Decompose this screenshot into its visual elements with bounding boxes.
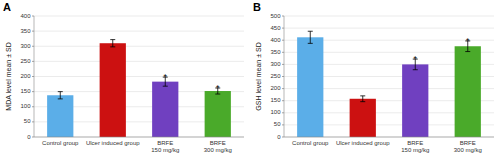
tick-label: 0 [277,134,281,140]
category-label: BRFE150 mg/kg [151,140,179,153]
tick-label: 300 [20,43,31,49]
error-bar [308,31,313,43]
category-label: Control group [292,140,329,146]
grid-line [284,16,494,17]
error-bar-cap [360,95,365,96]
category-label: Ulcer induced group [86,140,140,146]
error-bar-cap [110,39,115,40]
error-bar-cap [215,94,220,95]
annotation: * [466,36,470,46]
y-axis-line [34,16,35,137]
bar [350,99,376,137]
error-bar-cap [58,91,63,92]
x-axis-line [284,137,494,138]
bar [297,37,323,137]
bar [455,46,481,137]
tick-label: 400 [270,37,281,43]
tick-label: 500 [270,13,281,19]
category-label-line: BRFE [407,140,423,146]
panel-title: A [3,1,11,13]
plot-area [284,16,494,137]
category-label-line: Ulcer induced group [86,140,140,146]
tick-label: 350 [270,49,281,55]
tick-label: 100 [20,103,31,109]
error-bar-cap [58,98,63,99]
tick-label: 100 [270,109,281,115]
error-bar-cap [110,46,115,47]
error-bar-cap [163,86,168,87]
category-label-line: Control group [42,140,79,146]
chart-figure: 0 50 100 150 200 250 300 350 400 * * Control group U… [0,0,500,159]
error-bar [110,40,115,47]
category-label-line: 150 mg/kg [401,147,429,153]
error-bar-stem [60,92,61,99]
category-label-line: 300 mg/kg [204,147,232,153]
panel: 0 50 100 150 200 250 300 350 400 * * Control group U… [3,1,244,153]
category-label-line: BRFE [210,140,226,146]
tick-label: 400 [20,13,31,19]
grid-line [284,28,494,29]
category-label: BRFE300 mg/kg [204,140,232,153]
annotation: * [163,72,167,82]
category-label: BRFE150 mg/kg [401,140,429,153]
data-group [47,40,231,137]
error-bar-cap [413,69,418,70]
tick-label: 150 [270,97,281,103]
category-label-line: Control group [292,140,329,146]
tick-label: 200 [270,85,281,91]
y-axis-label: GSH level mean ± SD [255,42,262,110]
panel: 0 50 100 150 200 250 300 350 400 450 500 * * Control … [253,1,494,153]
tick-label: 150 [20,88,31,94]
y-axis-line [284,16,285,137]
category-label-line: Ulcer induced group [336,140,390,146]
tick-label: 450 [270,25,281,31]
panel-title: B [253,1,261,13]
grid-line [34,76,244,77]
error-bar [58,92,63,99]
tick-label: 250 [270,73,281,79]
category-label-line: BRFE [460,140,476,146]
category-label-line: 150 mg/kg [151,147,179,153]
tick-label: 300 [270,61,281,67]
plot-area [34,16,244,137]
error-bar-cap [360,101,365,102]
grid-line [34,31,244,32]
error-bar-cap [465,51,470,52]
tick-label: 250 [20,58,31,64]
tick-label: 350 [20,28,31,34]
y-axis-label: MDA level mean ± SD [5,42,12,110]
category-label-line: 300 mg/kg [454,147,482,153]
tick-label: 0 [27,134,31,140]
bar [47,95,73,137]
error-bar [360,96,365,102]
annotation: * [216,83,220,93]
error-bar-stem [362,96,363,102]
annotation: * [413,54,417,64]
tick-label: 200 [20,73,31,79]
bar [100,43,126,137]
grid-line [34,16,244,17]
tick-label: 50 [274,121,281,127]
category-label: BRFE300 mg/kg [454,140,482,153]
data-group [297,31,481,137]
x-axis-line [34,137,244,138]
grid-line [34,46,244,47]
error-bar-stem [310,31,311,43]
tick-label: 50 [24,118,31,124]
grid-line [34,61,244,62]
bar [402,64,428,137]
bar [205,91,231,137]
category-label: Control group [42,140,79,146]
error-bar-cap [308,43,313,44]
error-bar-cap [308,31,313,32]
error-bar-stem [112,40,113,47]
category-label-line: BRFE [157,140,173,146]
category-label: Ulcer induced group [336,140,390,146]
bar [152,82,178,137]
